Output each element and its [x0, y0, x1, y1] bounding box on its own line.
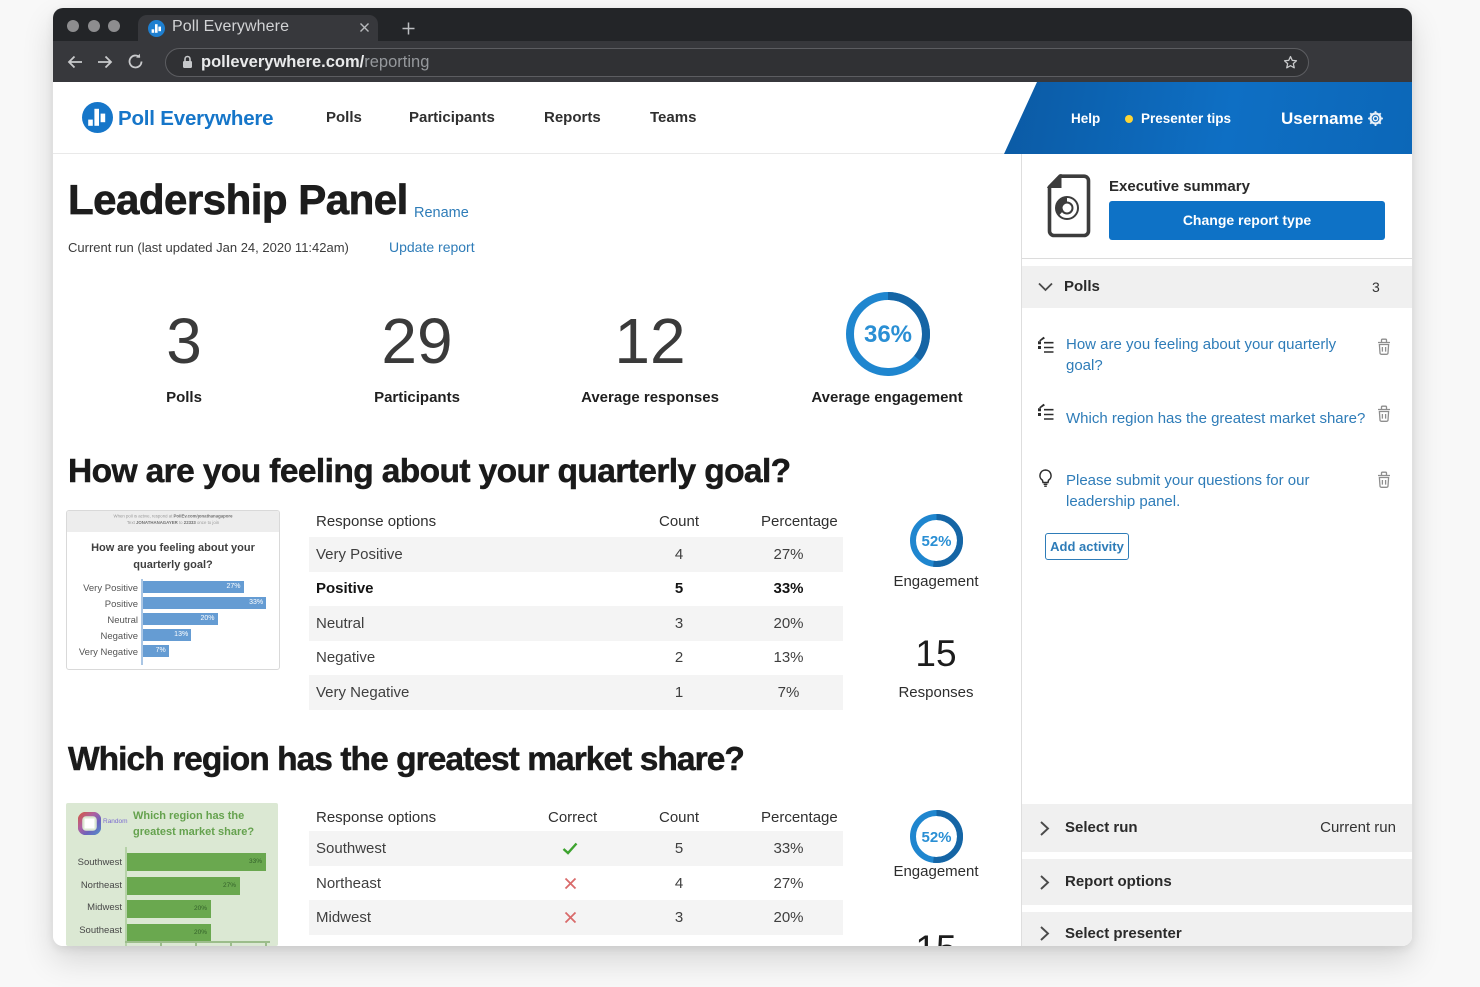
svg-text:36%: 36% [864, 321, 912, 348]
svg-text:52%: 52% [921, 829, 951, 846]
svg-text:52%: 52% [921, 533, 951, 550]
